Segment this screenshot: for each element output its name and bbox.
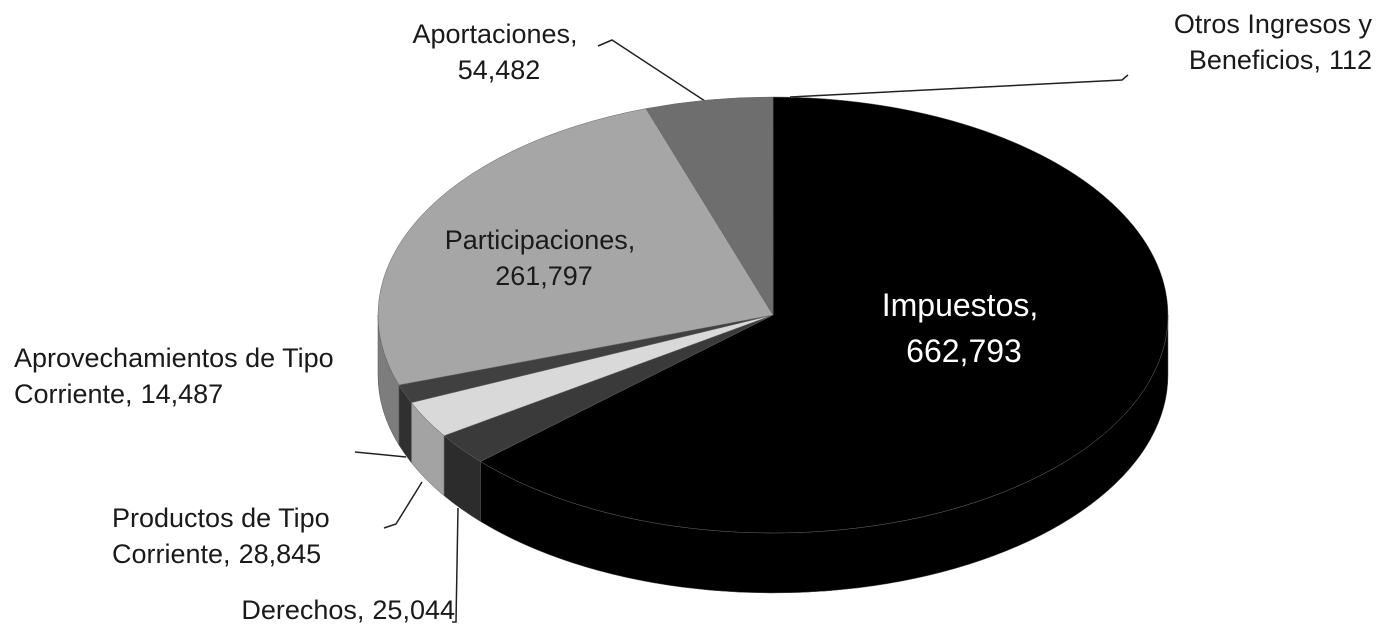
label-separator: ,: [627, 225, 636, 255]
leader-line: [354, 451, 407, 458]
data-label: Aportaciones, 54,482: [380, 16, 610, 88]
category-name: Participaciones: [444, 225, 628, 255]
category-name: Otros Ingresos y Beneficios: [1173, 9, 1372, 75]
data-label: Participaciones, 261,797: [410, 222, 670, 294]
category-name: Productos de Tipo Corriente: [112, 503, 330, 569]
value-label: 25,044: [372, 595, 455, 625]
value-label: 28,845: [238, 539, 322, 569]
pie-slice: [377, 108, 774, 386]
data-label: Derechos, 25,044: [150, 592, 455, 628]
label-separator: ,: [356, 595, 365, 625]
leader-lines: [354, 39, 1129, 623]
leader-line: [789, 74, 1129, 98]
value-label: 261,797: [495, 261, 593, 291]
leader-line: [452, 507, 459, 623]
data-label: Productos de Tipo Corriente, 28,845: [112, 500, 402, 572]
label-separator: ,: [223, 539, 231, 569]
label-separator: ,: [1313, 45, 1321, 75]
label-separator: ,: [570, 19, 578, 49]
data-label: Aprovechamientos de Tipo Corriente, 14,48…: [14, 340, 359, 412]
category-name: Impuestos: [881, 287, 1030, 323]
value-label: 112: [1328, 45, 1372, 75]
leader-line: [383, 481, 423, 529]
label-separator: ,: [125, 379, 133, 409]
leader-line: [597, 39, 709, 104]
label-separator: ,: [1029, 287, 1039, 323]
pie-tops: [377, 96, 1169, 534]
category-name: Aportaciones: [412, 19, 571, 49]
pie-sides: [377, 314, 1169, 594]
value-label: 662,793: [906, 333, 1022, 369]
category-name: Aprovechamientos de Tipo Corriente: [14, 343, 334, 409]
data-label: Impuestos,662,793: [850, 282, 1070, 374]
value-label: 14,487: [140, 379, 224, 409]
data-label: Otros Ingresos y Beneficios, 112: [1110, 6, 1372, 78]
value-label: 54,482: [457, 55, 541, 85]
category-name: Derechos: [241, 595, 357, 625]
pie-slice: [479, 96, 1169, 534]
